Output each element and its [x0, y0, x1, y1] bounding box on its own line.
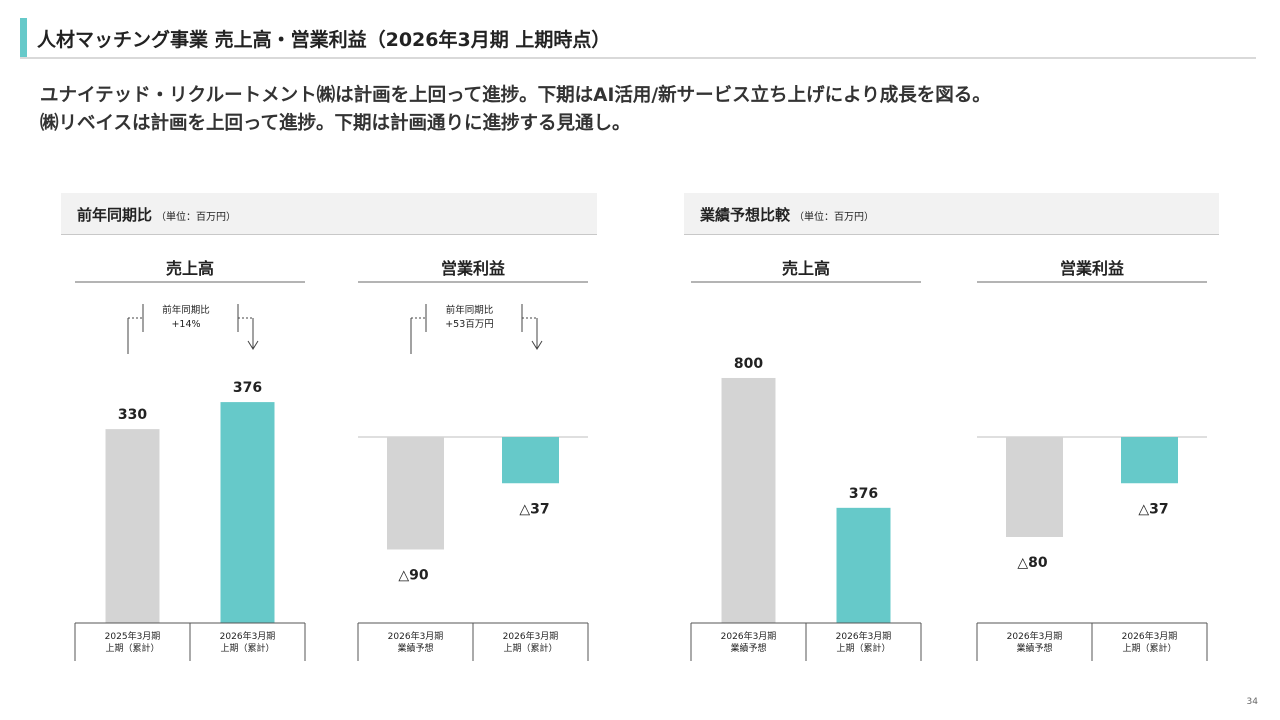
- yoy-panel-title: 前年同期比: [77, 206, 153, 224]
- chart-4-category-2-line-1: 2026年3月期: [1122, 630, 1178, 642]
- chart-4-bar-2: [1121, 437, 1178, 484]
- chart-1-value-label-1: 330: [118, 407, 147, 423]
- chart-2-bar-1: [387, 437, 444, 550]
- chart-4-bar-1: [1006, 437, 1063, 537]
- chart-1-bar-1: [105, 429, 160, 623]
- chart-3-value-label-2: 376: [849, 486, 878, 502]
- chart-2-annotation-value: +53百万円: [445, 319, 494, 330]
- chart-1-value-label-2: 376: [233, 380, 262, 396]
- chart-3-value-label-1: 800: [734, 356, 763, 372]
- title-accent-bar: [20, 18, 27, 57]
- chart-2-arrow-head: [531, 340, 543, 350]
- yoy-panel-header: 前年同期比 （単位：百万円）: [61, 193, 597, 235]
- chart-1-category-2-line-2: 上期（累計）: [220, 642, 274, 654]
- chart-1-bar-2: [220, 402, 275, 623]
- chart-4-title: 営業利益: [1060, 259, 1124, 278]
- chart-2-annotation-label: 前年同期比: [446, 304, 494, 316]
- chart-2-bar-2: [502, 437, 559, 484]
- chart-1-category-2-line-1: 2026年3月期: [220, 630, 276, 642]
- chart-1-arrow-head: [247, 340, 259, 350]
- lead-line-2: ㈱リベイスは計画を上回って進捗。下期は計画通りに進捗する見通し。: [40, 113, 631, 134]
- chart-2-category-1-line-2: 業績予想: [397, 642, 433, 654]
- chart-3-title: 売上高: [782, 259, 830, 278]
- chart-4-category-2-line-2: 上期（累計）: [1122, 642, 1176, 654]
- chart-3-category-2-line-2: 上期（累計）: [836, 642, 890, 654]
- lead-line-1: ユナイテッド・リクルートメント㈱は計画を上回って進捗。下期はAI活用/新サービス…: [40, 85, 991, 106]
- page-title: 人材マッチング事業 売上高・営業利益（2026年3月期 上期時点）: [37, 29, 611, 51]
- chart-3-category-2-line-1: 2026年3月期: [836, 630, 892, 642]
- chart-1-annotation-value: +14%: [171, 319, 200, 330]
- chart-3-bar-1: [721, 377, 776, 623]
- page-number: 34: [1246, 697, 1258, 707]
- chart-4-value-label-1: △80: [1017, 555, 1048, 571]
- lead-text: ユナイテッド・リクルートメント㈱は計画を上回って進捗。下期はAI活用/新サービス…: [40, 82, 991, 138]
- yoy-panel-unit: （単位：百万円）: [156, 212, 237, 223]
- title-bar: 人材マッチング事業 売上高・営業利益（2026年3月期 上期時点）: [20, 18, 1256, 59]
- chart-3-category-1-line-1: 2026年3月期: [721, 630, 777, 642]
- chart-1-category-1-line-1: 2025年3月期: [105, 630, 161, 642]
- chart-2-category-2-line-1: 2026年3月期: [503, 630, 559, 642]
- chart-2-title: 営業利益: [441, 259, 505, 278]
- chart-1-category-1-line-2: 上期（累計）: [105, 642, 159, 654]
- chart-2-category-2-line-2: 上期（累計）: [503, 642, 557, 654]
- forecast-panel-header: 業績予想比較 （単位：百万円）: [684, 193, 1219, 235]
- chart-4-category-1-line-1: 2026年3月期: [1007, 630, 1063, 642]
- chart-1-title: 売上高: [166, 259, 214, 278]
- chart-4-category-1-line-2: 業績予想: [1016, 642, 1052, 654]
- chart-3-category-1-line-2: 業績予想: [730, 642, 766, 654]
- chart-2-category-1-line-1: 2026年3月期: [388, 630, 444, 642]
- forecast-panel-unit: （単位：百万円）: [794, 212, 875, 223]
- chart-2-value-label-1: △90: [398, 568, 429, 584]
- chart-4-value-label-2: △37: [1138, 501, 1168, 517]
- forecast-panel-title: 業績予想比較: [700, 206, 791, 224]
- chart-1-annotation-label: 前年同期比: [162, 304, 210, 316]
- chart-2-value-label-2: △37: [519, 501, 549, 517]
- chart-3-bar-2: [836, 507, 891, 623]
